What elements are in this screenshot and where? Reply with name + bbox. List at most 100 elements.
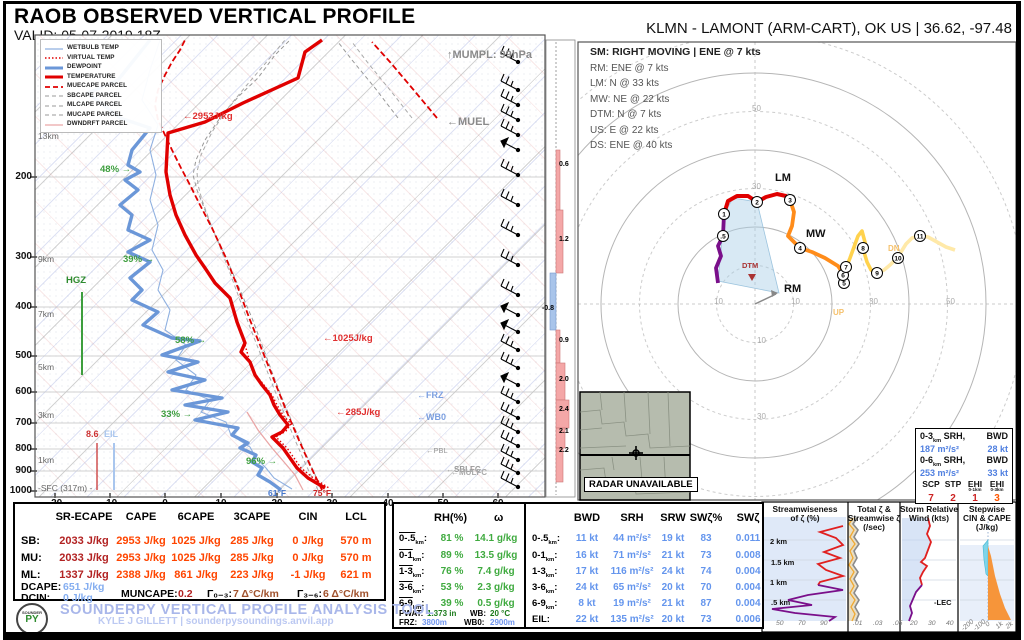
legend-label: DWNDRFT PARCEL [67,120,128,128]
legend-label: DEWPOINT [67,63,102,71]
shear-header: SWζ [736,512,760,524]
stats-row: 0-3km SRH, BWD [920,431,1008,444]
legend-label: MLCAPE PARCEL [67,101,123,109]
pressure-tick-label: 400 [15,301,32,312]
cape-value: -1 J/kg [290,569,326,581]
stats-columns: SCP 7 STP 2 EHI 0-1km 1 EHI 0-3km 3 [920,480,1008,505]
sfc-height-label: -SFC (317m) - [38,483,93,493]
shear-row-label: 3-6km: [532,582,558,595]
shear-value: 0.004 [735,598,761,609]
shear-value: 135 m²/s² [610,614,654,625]
lfc-label-2: ←MULFC [451,468,487,477]
shear-row-label: EIL: [532,614,550,625]
panel-tick-label: .05 [893,620,903,627]
cape-value: 570 m [340,535,372,547]
rh-layer-label: 39% → [123,254,155,265]
shear-value: 83 [700,533,712,544]
rh-row-label: 1-3km: [399,566,425,579]
cape-area-label: ←1025J/kg [323,333,373,344]
gamma-3-6-label: Γ₃₋₆: [297,588,322,600]
storm-motion-row: SM: RIGHT MOVING | ENE @ 7 kts [590,46,761,58]
height-label: 1km [38,455,55,465]
stats-left: 0-3km SRH, [920,431,966,444]
shear-value: 20 kt [661,582,685,593]
panel-title: Storm Relative [899,504,959,514]
panel-tick-label: 2k [1004,620,1015,631]
rh-row-label: 6-9km: [399,598,425,611]
stats-col-scp: SCP 7 [920,480,942,505]
shear-value: 0.006 [735,614,761,625]
shear-value: 87 [700,598,712,609]
stats-col-value: 2 [950,493,956,505]
cape-header: CIN [298,511,318,523]
panel-tick-label: .01 [853,620,863,627]
motion-label-dtm: DTM [742,261,759,270]
storm-motion-row: DS: ENE @ 40 kts [590,140,673,151]
rh-omega-table: RH(%) ω 0-.5km: 81 % 14.1 g/kg 0-1km: 89 % 13.5… [392,502,528,629]
hgz-label: HGZ [66,275,87,286]
cape-value: 2388 J/kg [116,569,166,581]
cape-header: 3CAPE [233,511,271,523]
ring-label: 10 [791,297,800,306]
cape-header: LCL [345,511,367,523]
storm-motion-row: DTM: N @ 7 kts [590,109,662,120]
shear-value: 21 kt [661,550,685,561]
height-label: 9km [38,254,55,264]
panel-tick-label: 70 [798,620,806,627]
wb-value: 20 °C [490,609,511,618]
shear-table: BWD SRH SRW SWζ% SWζ 0-.5km: 11 kt 44 m²/s² 19 k… [524,502,764,629]
motion-label-dn: DN [888,244,900,253]
shear-value: 24 kt [575,582,599,593]
wb0-label: WB0: [464,618,485,627]
cape-value: 1025 J/kg [171,552,221,564]
shear-value: 0.011 [735,533,761,544]
wb0-label: ←WB0 [417,412,446,422]
frz-value: 3800m [422,618,447,627]
shear-value: 73 [700,550,712,561]
legend-label: MUECAPE PARCEL [67,82,128,90]
motion-label-rm: RM [784,283,802,295]
shear-value: 17 kt [575,566,599,577]
lfc-label-1: ←SBLFC [446,465,481,474]
ring-label: 10 [714,297,723,306]
shear-value: 74 [700,566,712,577]
muncape-value: 0.2 [178,588,193,600]
dcin-value: 0 J/kg [63,592,93,604]
ring-label: 50 [946,297,955,306]
svg-text:0.9: 0.9 [559,337,569,344]
surface-dewpoint-label: 61°F [268,488,287,498]
panel-title: Streamwiseness [772,504,838,514]
cape-value: 1025 J/kg [171,535,221,547]
stats-col-header: STP [944,478,962,489]
legend-item: DWNDRFT PARCEL [45,119,157,129]
svg-text:2.1: 2.1 [559,428,569,435]
stats-row: 0-6km SRH, BWD [920,455,1008,468]
legend-label: MUCAPE PARCEL [67,110,123,118]
wb0-value: 2900m [490,618,515,627]
ring-label: 30 [757,412,766,421]
stats-col-value: 3 [994,493,1000,505]
shear-value: 65 m²/s² [613,582,651,593]
frz-label: FRZ: [399,618,418,627]
shear-header: SRW [660,512,686,524]
rh-value: 89 % [440,550,464,561]
shear-value: 73 [700,614,712,625]
motion-label-mw: MW [806,228,826,240]
bwd-0-6: 33 kt [987,468,1008,479]
cape-area-label: ←285J/kg [336,407,381,418]
logo-main-text: PY [25,614,39,625]
panel-tick-label: 0 [984,620,992,629]
station-title: KLMN - LAMONT (ARM-CART), OK US | 36.62,… [646,20,1012,37]
panel-title: of ζ (%) [790,513,820,523]
rh-layer-label: 33% → [161,409,193,420]
shear-header: SRH [620,512,644,524]
cape-value: 2953 J/kg [116,535,166,547]
rh-layer-label: 58% → [175,335,207,346]
stats-col-ehi: EHI 0-3km 3 [986,480,1008,505]
cape-row-label: MU: [21,552,42,564]
stats-col-value: 7 [928,493,934,505]
surface-temp-label: 75°F [313,488,332,498]
shear-value: 11 kt [575,533,599,544]
ring-label: 30 [752,182,761,191]
stats-values: 253 m²/s² 33 kt [920,468,1008,479]
